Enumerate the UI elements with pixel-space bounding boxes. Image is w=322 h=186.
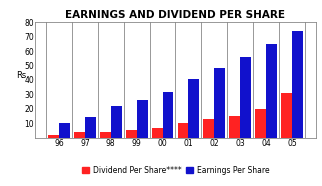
Bar — [177, 123, 188, 138]
Y-axis label: Rs.: Rs. — [16, 71, 29, 80]
Bar — [188, 78, 199, 138]
Bar — [59, 123, 70, 138]
Bar — [240, 57, 251, 138]
Legend: Dividend Per Share****, Earnings Per Share: Dividend Per Share****, Earnings Per Sha… — [79, 163, 272, 178]
Bar — [204, 119, 214, 138]
Title: EARNINGS AND DIVIDEND PER SHARE: EARNINGS AND DIVIDEND PER SHARE — [65, 10, 286, 20]
Bar — [74, 132, 85, 138]
Bar — [281, 93, 292, 138]
Bar — [152, 128, 163, 138]
Bar — [111, 106, 122, 138]
Bar — [163, 92, 174, 138]
Bar — [100, 132, 111, 138]
Bar — [48, 135, 59, 138]
Bar — [214, 68, 225, 138]
Bar — [255, 109, 266, 138]
Bar — [137, 100, 147, 138]
Bar — [229, 116, 240, 138]
Bar — [292, 31, 303, 138]
Bar — [266, 44, 277, 138]
Bar — [85, 118, 96, 138]
Bar — [126, 130, 137, 138]
